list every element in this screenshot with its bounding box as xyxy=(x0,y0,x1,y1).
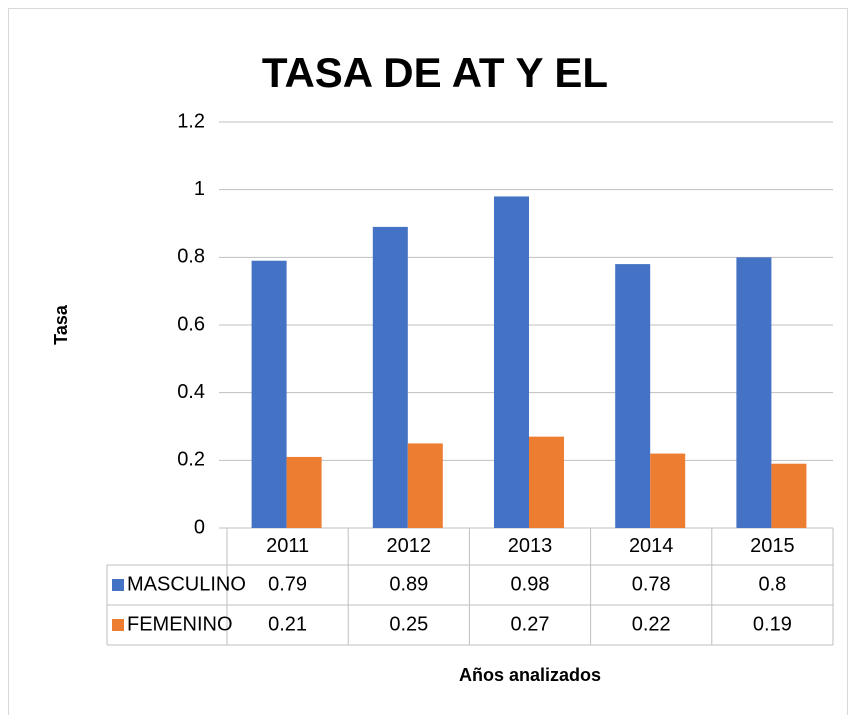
bar xyxy=(251,260,287,528)
legend-swatch xyxy=(112,579,124,591)
y-tick-label: 0.2 xyxy=(177,449,205,471)
data-label: 0.27 xyxy=(511,613,550,635)
data-label: 0.78 xyxy=(632,573,671,595)
x-tick-label: 2015 xyxy=(750,535,795,557)
bar xyxy=(615,264,651,528)
bar xyxy=(494,196,529,528)
y-tick-label: 1.2 xyxy=(177,110,205,132)
x-tick-label: 2014 xyxy=(629,535,674,557)
legend-label: MASCULINO xyxy=(127,573,246,595)
data-label: 0.25 xyxy=(389,613,428,635)
x-axis-label: Años analizados xyxy=(459,665,601,685)
legend-swatch xyxy=(112,619,124,631)
data-label: 0.22 xyxy=(632,613,671,635)
bar xyxy=(407,443,443,528)
y-tick-label: 0 xyxy=(194,516,205,538)
data-label: 0.21 xyxy=(268,613,307,635)
y-axis-label: Tasa xyxy=(51,304,71,345)
x-tick-label: 2013 xyxy=(508,535,553,557)
bar xyxy=(650,453,686,528)
bar xyxy=(736,257,772,528)
bar xyxy=(286,456,322,528)
chart-border xyxy=(8,8,848,715)
bar xyxy=(372,226,408,528)
y-tick-label: 0.8 xyxy=(177,246,205,268)
data-label: 0.98 xyxy=(511,573,550,595)
legend-label: FEMENINO xyxy=(127,613,233,635)
data-label: 0.8 xyxy=(758,573,786,595)
bar xyxy=(529,436,564,528)
x-tick-label: 2011 xyxy=(266,535,309,557)
x-tick-label: 2012 xyxy=(387,535,432,557)
data-label: 0.89 xyxy=(389,573,428,595)
chart-title: TASA DE AT Y EL xyxy=(262,49,608,96)
y-tick-label: 0.6 xyxy=(177,313,205,335)
y-tick-label: 0.4 xyxy=(177,381,205,403)
data-label: 0.79 xyxy=(268,573,307,595)
y-tick-label: 1 xyxy=(194,178,205,200)
data-label: 0.19 xyxy=(753,613,792,635)
bar xyxy=(771,463,807,528)
